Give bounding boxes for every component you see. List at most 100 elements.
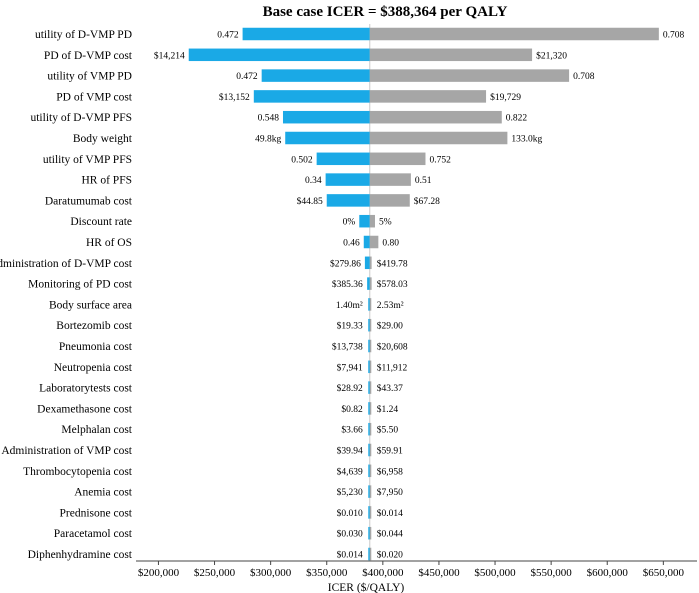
high-value-bar	[369, 110, 502, 124]
low-value-bar	[368, 485, 370, 498]
high-value-label: $6,958	[377, 466, 403, 477]
high-value-bar	[369, 402, 372, 415]
low-value-bar	[368, 443, 370, 457]
low-value-label: $5,230	[337, 487, 363, 498]
parameter-label: Dexamethasone cost	[37, 403, 133, 415]
high-value-bar	[369, 90, 487, 103]
parameter-label: Paracetamol cost	[54, 528, 133, 540]
high-value-bar	[369, 48, 533, 62]
parameter-label: Bortezomib cost	[56, 320, 132, 332]
high-value-bar	[369, 152, 426, 166]
low-value-label: 0.472	[236, 72, 258, 82]
high-value-label: $578.03	[377, 279, 408, 290]
x-tick-label: $500,000	[474, 567, 516, 579]
high-value-label: $59.91	[377, 446, 403, 457]
high-value-bar	[369, 443, 372, 457]
parameter-label: Daratumumab cost	[45, 195, 133, 207]
high-value-label: $1.24	[377, 404, 399, 415]
low-value-bar	[368, 298, 370, 311]
high-value-label: 0.708	[663, 31, 685, 41]
low-value-bar	[253, 90, 370, 103]
low-value-bar	[368, 547, 370, 561]
high-value-bar	[369, 298, 372, 311]
parameter-label: Melphalan cost	[61, 424, 132, 436]
low-value-label: $3.66	[341, 425, 363, 436]
parameter-label: Neutropenia cost	[54, 362, 133, 374]
low-value-label: $0.010	[337, 508, 363, 519]
low-value-bar	[285, 131, 370, 145]
high-value-label: 133.0kg	[511, 135, 542, 145]
high-value-bar	[369, 69, 570, 82]
parameter-label: Laboratorytests cost	[39, 383, 133, 395]
x-tick-label: $350,000	[306, 567, 348, 579]
low-value-label: $19.33	[337, 321, 363, 332]
high-value-label: 0.752	[429, 155, 451, 165]
high-value-label: 5%	[379, 218, 392, 228]
low-value-label: $385.36	[332, 279, 363, 290]
parameter-label: utility of D-VMP PFS	[30, 112, 132, 124]
low-value-bar	[368, 422, 370, 436]
low-value-label: $13,738	[332, 342, 363, 353]
low-value-label: 49.8kg	[255, 135, 281, 145]
parameter-label: Prednisone cost	[59, 507, 132, 519]
high-value-bar	[369, 547, 372, 561]
high-value-bar	[369, 318, 372, 332]
parameter-label: Body surface area	[49, 299, 132, 311]
low-value-bar	[368, 339, 370, 353]
parameter-label: Thrombocytopenia cost	[23, 466, 133, 478]
parameter-label: PD of VMP cost	[56, 91, 133, 103]
high-value-label: $20,608	[377, 342, 408, 353]
x-tick-label: $400,000	[362, 567, 404, 579]
high-value-bar	[369, 256, 372, 270]
x-tick-label: $600,000	[587, 567, 629, 579]
low-value-label: $0.82	[341, 404, 363, 415]
parameter-label: Administration of D-VMP cost	[0, 258, 133, 270]
chart-title: Base case ICER = $388,364 per QALY	[263, 4, 508, 20]
low-value-label: $14,214	[154, 50, 185, 61]
low-value-bar	[368, 381, 370, 394]
low-value-bar	[368, 360, 370, 374]
low-value-label: $279.86	[330, 258, 361, 269]
high-value-label: $11,912	[377, 362, 408, 373]
high-value-bar	[369, 27, 659, 41]
high-value-label: 0.80	[382, 239, 399, 249]
low-value-label: 0.34	[305, 176, 322, 186]
parameter-label: Diphenhydramine cost	[28, 549, 133, 561]
low-value-bar	[364, 256, 370, 270]
x-tick-label: $650,000	[643, 567, 685, 579]
low-value-label: $0.030	[337, 529, 363, 540]
parameter-label: Administration of VMP cost	[1, 445, 132, 457]
high-value-bar	[369, 235, 379, 249]
high-value-bar	[369, 506, 372, 519]
high-value-bar	[369, 464, 372, 478]
high-value-label: 2.53m²	[377, 301, 404, 311]
low-value-bar	[359, 214, 370, 228]
high-value-bar	[369, 277, 372, 290]
parameter-label: HR of OS	[86, 237, 132, 249]
high-value-bar	[369, 173, 411, 186]
low-value-bar	[188, 48, 370, 62]
low-value-bar	[316, 152, 370, 166]
low-value-label: 0.502	[291, 155, 313, 165]
parameter-label: utility of VMP PD	[47, 71, 132, 83]
parameter-label: utility of VMP PFS	[43, 154, 132, 166]
parameter-label: Body weight	[73, 133, 133, 145]
low-value-bar	[242, 27, 370, 41]
high-value-label: $29.00	[377, 321, 403, 332]
x-tick-label: $200,000	[138, 567, 180, 579]
high-value-label: $5.50	[377, 425, 399, 436]
high-value-bar	[369, 381, 372, 394]
low-value-label: $13,152	[219, 92, 250, 103]
parameter-label: utility of D-VMP PD	[35, 29, 132, 41]
parameter-label: PD of D-VMP cost	[44, 50, 133, 62]
high-value-label: 0.822	[506, 114, 528, 124]
high-value-label: $43.37	[377, 383, 403, 394]
parameter-label: HR of PFS	[82, 175, 133, 187]
high-value-label: $7,950	[377, 487, 403, 498]
high-value-bar	[369, 131, 508, 145]
low-value-label: $44.85	[297, 196, 323, 207]
x-tick-label: $450,000	[418, 567, 460, 579]
x-tick-label: $250,000	[194, 567, 236, 579]
low-value-bar	[368, 464, 370, 478]
